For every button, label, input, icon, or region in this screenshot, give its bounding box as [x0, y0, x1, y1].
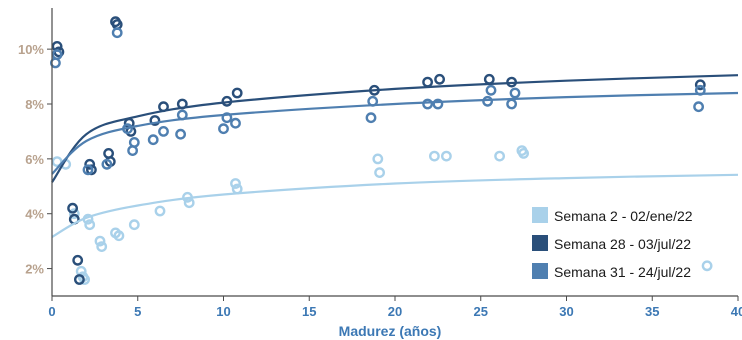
- legend-swatch-2: [532, 263, 548, 279]
- axes-layer: 2% 4% 6% 8% 10% 0 5 10 15 20 25 30 35 40 Madurez (años…: [18, 8, 742, 339]
- point-s0-19: [374, 167, 385, 179]
- point-s0-13: [154, 205, 166, 217]
- point-s1-21: [434, 73, 445, 85]
- point-s0-18: [372, 153, 384, 165]
- point-s0-24: [518, 147, 529, 159]
- legend-swatch-0: [532, 207, 548, 223]
- legend-label-1: Semana 28 - 03/jul/22: [554, 236, 691, 252]
- point-s2-4: [111, 27, 123, 39]
- x-tick-label-1: 5: [134, 304, 141, 319]
- point-s2-18: [432, 98, 444, 110]
- point-s0-9: [96, 241, 108, 253]
- trend-line-s2: [51, 91, 739, 175]
- trend-line-s1: [51, 74, 739, 183]
- point-s1-24: [694, 79, 706, 91]
- y-tick-label-0: 2%: [25, 262, 44, 277]
- x-tick-label-2: 10: [216, 304, 230, 319]
- x-axis-title: Madurez (años): [339, 323, 442, 339]
- x-tick-label-0: 0: [48, 304, 55, 319]
- point-s0-15: [183, 197, 195, 209]
- point-s1-20: [422, 76, 433, 88]
- point-s2-20: [485, 84, 497, 96]
- point-s0-11: [113, 230, 125, 242]
- point-s2-14: [230, 117, 241, 129]
- point-s2-10: [175, 128, 187, 140]
- y-tick-label-2: 6%: [25, 152, 44, 167]
- trend-layer: [51, 74, 739, 238]
- point-s2-8: [147, 134, 159, 146]
- x-tick-label-5: 25: [474, 304, 488, 319]
- x-tick-label-3: 15: [302, 304, 316, 319]
- point-s2-2: [82, 164, 94, 176]
- point-s2-7: [128, 136, 140, 148]
- y-tick-label-4: 10%: [18, 42, 44, 57]
- point-s2-6: [127, 145, 139, 157]
- point-s1-6: [84, 158, 96, 170]
- point-s0-22: [494, 150, 505, 162]
- point-s2-1: [51, 49, 63, 60]
- point-s2-23: [693, 101, 704, 113]
- legend-label-2: Semana 31 - 24/jul/22: [554, 264, 691, 280]
- x-tick-label-4: 20: [388, 304, 402, 319]
- point-s2-15: [365, 112, 377, 124]
- point-s2-21: [506, 98, 517, 110]
- point-s1-8: [103, 147, 115, 159]
- legend-swatch-1: [532, 235, 548, 251]
- y-tick-label-3: 8%: [25, 97, 44, 112]
- point-s0-21: [440, 150, 452, 162]
- point-s0-8: [94, 235, 106, 247]
- x-tick-label-8: 40: [731, 304, 742, 319]
- y-tick-label-1: 4%: [25, 207, 44, 222]
- point-s0-20: [428, 150, 440, 162]
- point-s2-13: [221, 112, 233, 124]
- point-s1-4: [72, 254, 84, 266]
- point-s0-7: [84, 219, 96, 231]
- trend-line-s0: [51, 173, 739, 238]
- point-s1-7: [86, 164, 97, 176]
- point-s0-25: [701, 260, 713, 272]
- point-s2-9: [158, 125, 169, 137]
- legend-label-0: Semana 2 - 02/ene/22: [554, 208, 693, 224]
- point-s1-14: [149, 115, 161, 126]
- point-s0-16: [230, 178, 241, 189]
- point-s1-5: [74, 274, 85, 285]
- point-s0-2: [68, 208, 80, 220]
- point-s1-2: [67, 202, 79, 214]
- point-s2-22: [509, 87, 521, 99]
- x-tick-label-6: 30: [559, 304, 573, 319]
- point-s1-22: [483, 73, 495, 85]
- legend: Semana 2 - 02/ene/22 Semana 28 - 03/jul/2…: [532, 207, 693, 280]
- point-s2-12: [218, 123, 229, 135]
- point-s1-18: [231, 87, 243, 99]
- x-tick-label-7: 35: [645, 304, 659, 319]
- point-s0-12: [128, 219, 140, 231]
- point-s2-19: [482, 95, 493, 107]
- point-s2-3: [101, 158, 113, 170]
- point-s0-5: [79, 274, 91, 285]
- point-s2-17: [422, 98, 433, 110]
